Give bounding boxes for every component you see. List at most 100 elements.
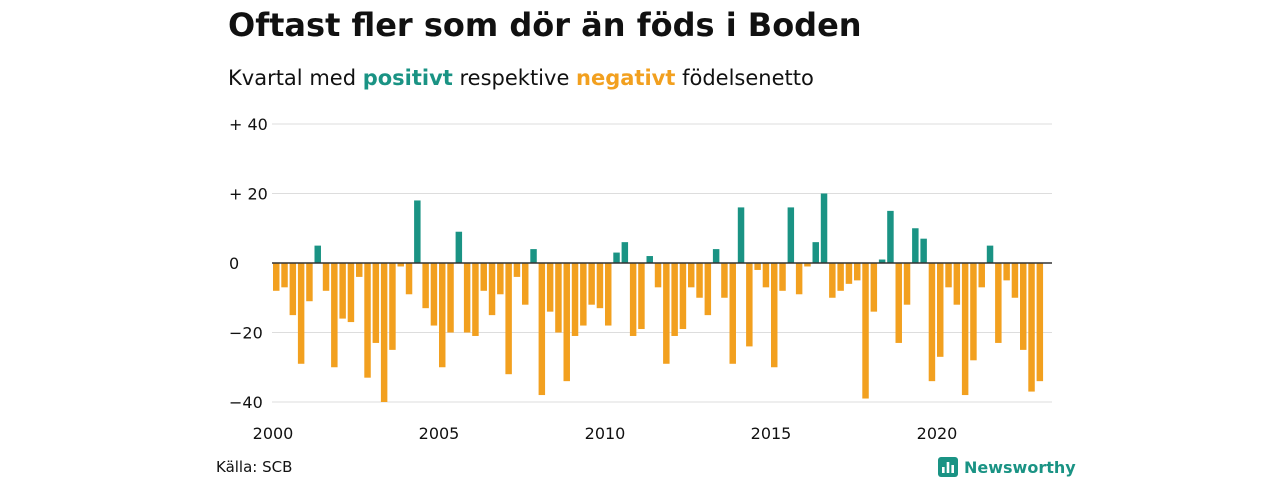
source-note: Källa: SCB bbox=[216, 458, 293, 476]
bar-positive bbox=[646, 256, 653, 263]
x-tick-label: 2010 bbox=[585, 424, 626, 443]
bar-negative bbox=[389, 263, 396, 350]
bar-positive bbox=[737, 207, 745, 263]
bar-negative bbox=[555, 263, 562, 333]
bar-positive bbox=[820, 193, 828, 263]
bar-negative bbox=[704, 263, 712, 316]
bar-negative bbox=[928, 263, 936, 382]
subtitle-text-middle: respektive bbox=[452, 66, 577, 90]
bar-positive bbox=[812, 242, 819, 263]
bar-negative bbox=[538, 263, 546, 396]
brand-logo: Newsworthy bbox=[938, 456, 1076, 478]
bar-negative bbox=[356, 263, 363, 277]
bar-negative bbox=[638, 263, 645, 330]
subtitle-negative-label: negativt bbox=[576, 66, 676, 90]
bar-negative bbox=[937, 263, 944, 357]
y-tick-label: −20 bbox=[229, 324, 263, 343]
bar-negative bbox=[1028, 263, 1035, 392]
bar-negative bbox=[679, 263, 687, 330]
y-tick-label: + 20 bbox=[229, 185, 268, 204]
bar-negative bbox=[804, 263, 811, 267]
bar-positive bbox=[314, 245, 321, 263]
bar-negative bbox=[870, 263, 878, 312]
bar-negative bbox=[663, 263, 670, 364]
bar-negative bbox=[505, 263, 512, 375]
x-tick-label: 2020 bbox=[917, 424, 958, 443]
bar-negative bbox=[347, 263, 355, 323]
bar-negative bbox=[472, 263, 479, 336]
bar-negative bbox=[845, 263, 853, 284]
bar-negative bbox=[546, 263, 554, 312]
x-tick-label: 2005 bbox=[419, 424, 460, 443]
bar-negative bbox=[281, 263, 288, 288]
bar-negative bbox=[588, 263, 595, 305]
x-tick-label: 2015 bbox=[751, 424, 792, 443]
bar-negative bbox=[422, 263, 429, 309]
bar-negative bbox=[372, 263, 380, 343]
bar-positive bbox=[621, 242, 629, 263]
bar-positive bbox=[986, 245, 994, 263]
bar-negative bbox=[463, 263, 471, 333]
bar-negative bbox=[430, 263, 438, 326]
bar-negative bbox=[995, 263, 1002, 343]
bar-positive bbox=[414, 200, 421, 263]
bar-negative bbox=[721, 263, 728, 298]
bar-negative bbox=[754, 263, 761, 270]
bar-negative bbox=[671, 263, 678, 336]
bar-negative bbox=[605, 263, 612, 326]
bar-negative bbox=[480, 263, 487, 291]
bar-negative bbox=[696, 263, 703, 298]
chart-title: Oftast fler som dör än föds i Boden bbox=[228, 6, 862, 44]
bar-positive bbox=[712, 249, 720, 263]
bar-negative bbox=[339, 263, 346, 319]
y-tick-label: −40 bbox=[229, 393, 263, 412]
bar-positive bbox=[455, 231, 463, 263]
bar-positive bbox=[787, 207, 795, 263]
bar-positive bbox=[613, 252, 620, 263]
y-tick-label: 0 bbox=[229, 254, 239, 273]
bar-negative bbox=[563, 263, 570, 382]
bar-negative bbox=[903, 263, 911, 305]
axis-labels: + 40 + 20 0 −20 −40 2000 2005 2010 2015 2020 bbox=[229, 115, 957, 443]
bars bbox=[273, 193, 1044, 402]
bar-negative bbox=[1020, 263, 1027, 350]
y-tick-label: + 40 bbox=[229, 115, 268, 134]
bar-negative bbox=[596, 263, 604, 309]
bar-negative bbox=[488, 263, 496, 316]
subtitle-positive-label: positivt bbox=[362, 66, 453, 90]
bar-negative bbox=[688, 263, 695, 288]
bar-negative bbox=[364, 263, 371, 378]
chart-subtitle: Kvartal med positivt respektive negativt… bbox=[228, 66, 814, 90]
bar-negative bbox=[447, 263, 454, 333]
bar-negative bbox=[1036, 263, 1044, 382]
bar-negative bbox=[729, 263, 736, 364]
bar-negative bbox=[970, 263, 977, 361]
bar-negative bbox=[961, 263, 969, 396]
newsworthy-logo-icon bbox=[938, 457, 958, 477]
bar-negative bbox=[771, 263, 778, 368]
bar-negative bbox=[522, 263, 529, 305]
bar-negative bbox=[629, 263, 637, 336]
bar-negative bbox=[580, 263, 587, 326]
bar-negative bbox=[779, 263, 786, 291]
bar-negative bbox=[513, 263, 521, 277]
bar-negative bbox=[945, 263, 952, 288]
bar-positive bbox=[530, 249, 537, 263]
bar-negative bbox=[978, 263, 985, 288]
bar-positive bbox=[912, 228, 919, 263]
bar-negative bbox=[322, 263, 330, 291]
bar-negative bbox=[571, 263, 579, 336]
bar-negative bbox=[497, 263, 504, 295]
bar-positive bbox=[878, 259, 886, 263]
bar-negative bbox=[1003, 263, 1010, 281]
bar-positive bbox=[920, 238, 927, 263]
bar-negative bbox=[654, 263, 662, 288]
x-tick-label: 2000 bbox=[253, 424, 294, 443]
subtitle-text-end: födelsenetto bbox=[675, 66, 814, 90]
bar-negative bbox=[297, 263, 305, 364]
bar-negative bbox=[306, 263, 313, 302]
bar-negative bbox=[862, 263, 869, 399]
bar-negative bbox=[837, 263, 844, 291]
bar-negative bbox=[895, 263, 902, 343]
bar-negative bbox=[439, 263, 446, 368]
